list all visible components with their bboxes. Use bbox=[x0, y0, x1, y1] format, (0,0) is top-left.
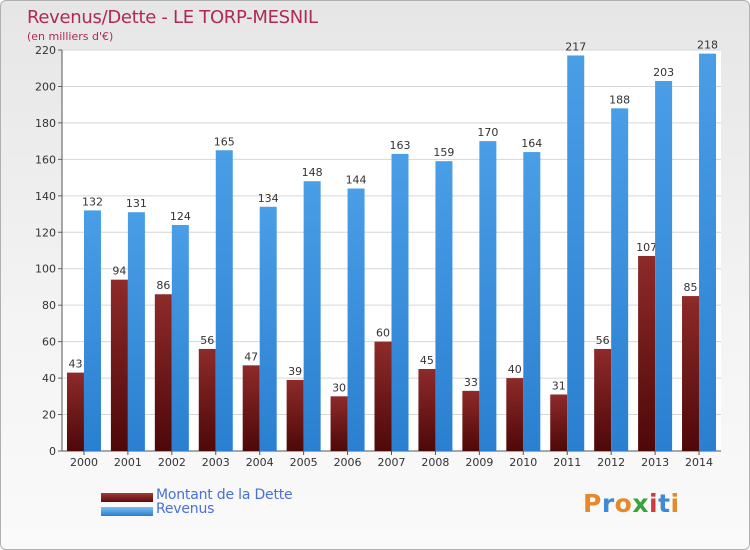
legend-label-dette: Montant de la Dette bbox=[156, 487, 293, 503]
data-label-revenus: 132 bbox=[82, 195, 103, 208]
bar-dette bbox=[374, 341, 392, 451]
x-tick-label: 2003 bbox=[202, 456, 230, 469]
data-label-dette: 56 bbox=[200, 334, 214, 347]
x-tick-label: 2011 bbox=[553, 456, 581, 469]
bar-dette bbox=[66, 372, 84, 451]
x-tick-label: 2001 bbox=[114, 456, 142, 469]
y-tick-label: 140 bbox=[35, 190, 56, 203]
chart-title: Revenus/Dette - LE TORP-MESNIL bbox=[27, 7, 318, 28]
y-tick-label: 200 bbox=[35, 80, 56, 93]
y-tick-label: 0 bbox=[49, 445, 56, 458]
x-tick-label: 2010 bbox=[509, 456, 537, 469]
bar-dette bbox=[242, 365, 260, 451]
data-label-revenus: 159 bbox=[433, 146, 454, 159]
x-tick-label: 2013 bbox=[641, 456, 669, 469]
bar-dette bbox=[594, 348, 612, 451]
y-tick-label: 120 bbox=[35, 226, 56, 239]
data-label-revenus: 217 bbox=[565, 40, 586, 53]
x-tick-label: 2005 bbox=[290, 456, 318, 469]
bar-revenus bbox=[259, 206, 277, 451]
data-label-dette: 60 bbox=[376, 327, 390, 340]
data-label-dette: 107 bbox=[636, 241, 657, 254]
data-label-dette: 56 bbox=[596, 334, 610, 347]
data-label-dette: 30 bbox=[332, 381, 346, 394]
x-tick-label: 2002 bbox=[158, 456, 186, 469]
bar-revenus bbox=[699, 53, 717, 452]
y-tick-label: 60 bbox=[42, 336, 56, 349]
data-label-revenus: 144 bbox=[346, 174, 367, 187]
data-label-revenus: 165 bbox=[214, 135, 235, 148]
bar-revenus bbox=[391, 153, 409, 452]
data-label-dette: 33 bbox=[464, 376, 478, 389]
bar-revenus bbox=[479, 141, 497, 452]
bar-revenus bbox=[83, 210, 101, 451]
x-tick-label: 2009 bbox=[465, 456, 493, 469]
x-tick-label: 2000 bbox=[70, 456, 98, 469]
chart-subtitle: (en milliers d'€) bbox=[27, 30, 114, 43]
proxiti-logo: Proxiti bbox=[583, 489, 680, 518]
bar-revenus bbox=[127, 212, 145, 451]
bar-revenus bbox=[171, 224, 189, 451]
bar-dette bbox=[462, 390, 480, 451]
data-label-revenus: 163 bbox=[390, 139, 411, 152]
data-label-revenus: 170 bbox=[477, 126, 498, 139]
x-tick-label: 2008 bbox=[421, 456, 449, 469]
legend-swatch-revenus bbox=[101, 507, 153, 516]
bar-revenus bbox=[215, 150, 233, 451]
bar-revenus bbox=[611, 108, 629, 451]
bar-revenus bbox=[303, 181, 321, 451]
bar-revenus bbox=[655, 80, 673, 452]
data-label-dette: 39 bbox=[288, 365, 302, 378]
x-tick-label: 2007 bbox=[378, 456, 406, 469]
legend-label-revenus: Revenus bbox=[156, 501, 215, 517]
data-label-dette: 31 bbox=[552, 379, 566, 392]
bar-revenus bbox=[523, 152, 541, 451]
data-label-dette: 94 bbox=[112, 265, 126, 278]
data-label-dette: 43 bbox=[68, 358, 82, 371]
bar-dette bbox=[286, 379, 304, 451]
data-label-revenus: 148 bbox=[302, 166, 323, 179]
y-tick-label: 180 bbox=[35, 117, 56, 130]
bar-dette bbox=[154, 294, 172, 451]
data-label-dette: 86 bbox=[156, 279, 170, 292]
bar-revenus bbox=[567, 55, 585, 452]
y-tick-label: 40 bbox=[42, 372, 56, 385]
bar-dette bbox=[550, 394, 568, 451]
bar-dette bbox=[682, 296, 700, 451]
x-tick-label: 2004 bbox=[246, 456, 274, 469]
bar-dette bbox=[418, 368, 436, 451]
bar-dette bbox=[110, 279, 128, 451]
bar-dette bbox=[506, 378, 524, 451]
bar-dette bbox=[638, 255, 656, 451]
bar-dette bbox=[330, 396, 348, 451]
x-tick-label: 2006 bbox=[334, 456, 362, 469]
data-label-revenus: 188 bbox=[609, 93, 630, 106]
y-tick-label: 100 bbox=[35, 263, 56, 276]
bar-dette bbox=[198, 348, 216, 451]
y-tick-label: 20 bbox=[42, 409, 56, 422]
data-label-revenus: 124 bbox=[170, 210, 191, 223]
data-label-revenus: 203 bbox=[653, 66, 674, 79]
data-label-revenus: 131 bbox=[126, 197, 147, 210]
data-label-dette: 40 bbox=[508, 363, 522, 376]
y-tick-label: 220 bbox=[35, 44, 56, 57]
y-tick-label: 160 bbox=[35, 153, 56, 166]
bar-revenus bbox=[347, 188, 365, 451]
y-tick-label: 80 bbox=[42, 299, 56, 312]
data-label-dette: 47 bbox=[244, 350, 258, 363]
bar-revenus bbox=[435, 161, 453, 451]
data-label-dette: 85 bbox=[684, 281, 698, 294]
data-label-dette: 45 bbox=[420, 354, 434, 367]
data-label-revenus: 218 bbox=[697, 39, 718, 52]
legend-swatch-dette bbox=[101, 493, 153, 502]
data-label-revenus: 164 bbox=[521, 137, 542, 150]
x-tick-label: 2012 bbox=[597, 456, 625, 469]
x-tick-label: 2014 bbox=[685, 456, 713, 469]
data-label-revenus: 134 bbox=[258, 192, 279, 205]
